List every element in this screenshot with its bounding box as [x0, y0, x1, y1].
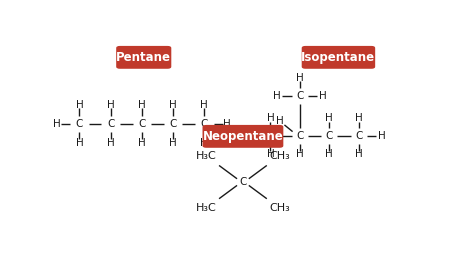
Text: H: H	[138, 138, 146, 148]
Text: C: C	[296, 91, 303, 101]
Text: Neopentane: Neopentane	[202, 130, 283, 143]
Text: Isopentane: Isopentane	[301, 51, 375, 64]
FancyBboxPatch shape	[116, 46, 171, 69]
Text: C: C	[138, 119, 146, 129]
Text: C: C	[326, 131, 333, 141]
Text: H: H	[244, 131, 252, 141]
Text: H: H	[325, 149, 333, 159]
Text: C: C	[107, 119, 114, 129]
Text: CH₃: CH₃	[269, 203, 290, 213]
Text: C: C	[239, 177, 246, 187]
Text: H₃C: H₃C	[196, 203, 217, 213]
Text: H: H	[377, 131, 385, 141]
Text: C: C	[296, 131, 303, 141]
Text: C: C	[355, 131, 362, 141]
Text: H: H	[75, 100, 83, 110]
Text: C: C	[267, 131, 274, 141]
Text: H: H	[355, 149, 363, 159]
Text: C: C	[169, 119, 177, 129]
Text: H: H	[296, 73, 304, 83]
Text: H: H	[169, 100, 177, 110]
FancyBboxPatch shape	[301, 46, 375, 69]
Text: H₃C: H₃C	[196, 151, 217, 161]
Text: C: C	[201, 119, 208, 129]
Text: Pentane: Pentane	[116, 51, 171, 64]
Text: H: H	[107, 138, 115, 148]
Text: H: H	[53, 119, 61, 129]
Text: C: C	[76, 119, 83, 129]
Text: H: H	[296, 149, 304, 159]
Text: H: H	[107, 100, 115, 110]
Text: H: H	[138, 100, 146, 110]
Text: CH₃: CH₃	[269, 151, 290, 161]
Text: H: H	[355, 113, 363, 123]
Text: H: H	[75, 138, 83, 148]
Text: H: H	[266, 113, 274, 123]
Text: H: H	[266, 149, 274, 159]
FancyBboxPatch shape	[202, 125, 283, 148]
Text: H: H	[223, 119, 231, 129]
Text: H: H	[319, 91, 327, 101]
Text: H: H	[325, 113, 333, 123]
Text: H: H	[169, 138, 177, 148]
Text: H: H	[201, 138, 208, 148]
Text: H: H	[276, 116, 283, 126]
Text: H: H	[273, 91, 281, 101]
Text: H: H	[201, 100, 208, 110]
